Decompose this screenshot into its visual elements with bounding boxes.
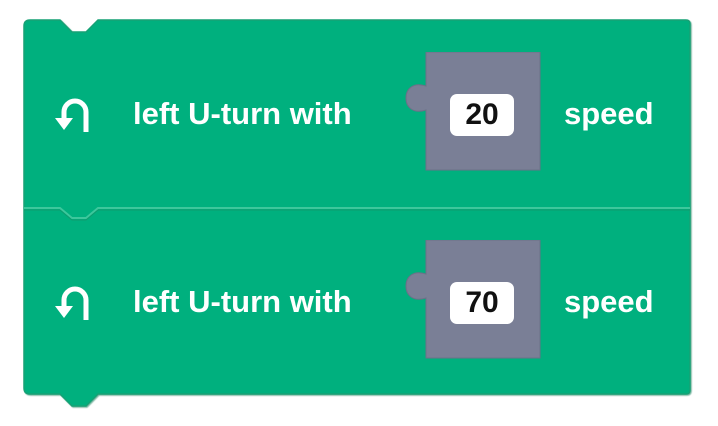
block-label: left U-turn with xyxy=(133,284,352,319)
speed-value-input[interactable]: 20 xyxy=(450,94,514,136)
u-turn-left-icon xyxy=(55,286,89,320)
speed-unit-label: speed xyxy=(564,284,654,319)
left-u-turn-block-1[interactable]: left U-turn with 20 speed xyxy=(24,20,690,208)
left-u-turn-block-2[interactable]: left U-turn with 70 speed xyxy=(24,208,690,396)
speed-value-input[interactable]: 70 xyxy=(450,282,514,324)
u-turn-left-icon xyxy=(55,98,89,132)
block-label: left U-turn with xyxy=(133,96,352,131)
speed-unit-label: speed xyxy=(564,96,654,131)
